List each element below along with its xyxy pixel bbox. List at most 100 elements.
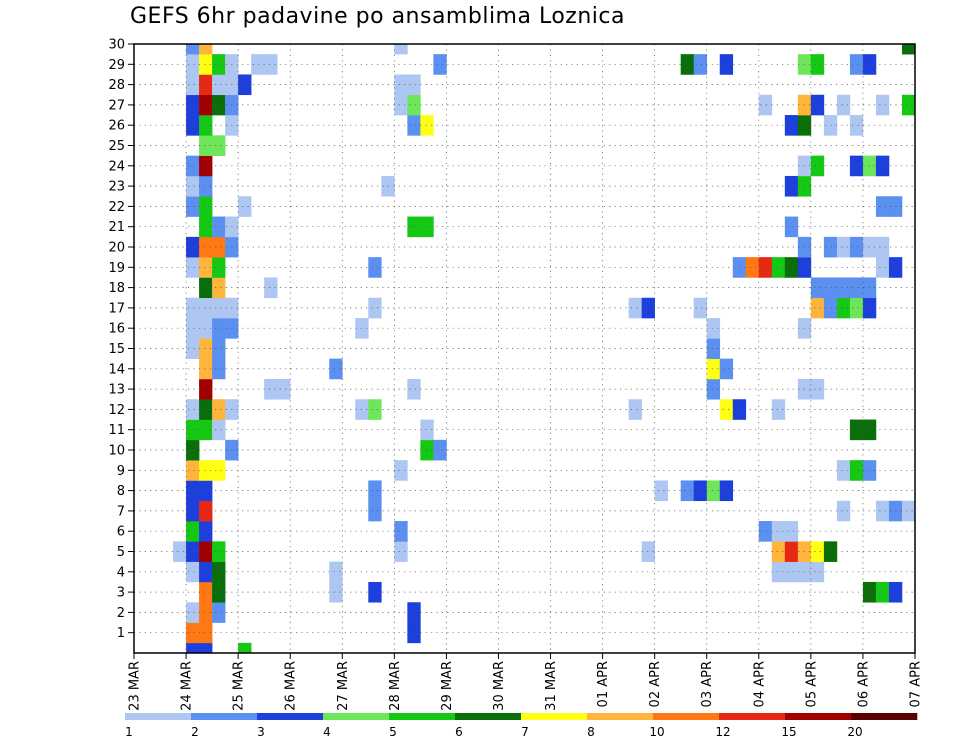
heatmap-cell [407, 74, 421, 96]
legend-swatch [785, 713, 852, 720]
x-axis: 23 MAR 24 MAR 25 MAR 26 MAR 27 MAR 28 MAR 29 M… [128, 653, 924, 711]
heatmap-cell [771, 257, 786, 278]
heatmap-cell [212, 581, 226, 603]
heatmap-cell [212, 135, 226, 156]
heatmap-cell [199, 54, 213, 75]
heatmap-cell [199, 175, 213, 197]
heatmap-cell [186, 236, 200, 258]
heatmap-cell [771, 561, 786, 583]
heatmap-cell [186, 155, 200, 177]
heatmap-cell [407, 622, 421, 644]
heatmap-cell [186, 500, 200, 522]
heatmap-cell [784, 175, 799, 197]
heatmap-cell [407, 216, 421, 238]
heatmap-cell [836, 460, 851, 481]
y-tick-label: 15 [108, 342, 125, 357]
grid-lines [134, 44, 916, 653]
heatmap-cell [719, 480, 734, 502]
color-legend: 1 2 3 4 5 6 7 8 10 12 15 20 [125, 713, 918, 739]
x-tick-label: 23 MAR [128, 661, 143, 711]
heatmap-cell [849, 460, 864, 481]
heatmap-cell [212, 399, 226, 420]
heatmap-cell [433, 54, 447, 75]
heatmap-cell [251, 54, 265, 75]
heatmap-cell [784, 521, 799, 542]
heatmap-cell [212, 358, 226, 380]
heatmap-cell [849, 419, 864, 441]
heatmap-cell [186, 439, 200, 461]
heatmap-cell [394, 44, 408, 55]
heatmap-cell [875, 257, 890, 278]
heatmap-cell [771, 541, 786, 562]
heatmap-cell [199, 581, 213, 603]
x-tick-label: 29 MAR [440, 661, 455, 711]
heatmap-cell [394, 541, 408, 562]
heatmap-cell [693, 297, 708, 319]
heatmap-cell [186, 94, 200, 116]
y-tick-label: 24 [108, 159, 125, 174]
heatmap-cell [680, 54, 695, 75]
heatmap-cell [810, 94, 825, 116]
legend-swatch [257, 713, 324, 720]
heatmap-cell [186, 115, 200, 136]
x-tick-label: 05 APR [804, 661, 819, 707]
heatmap-cell [212, 602, 226, 623]
heatmap-cell [199, 236, 213, 258]
heatmap-cell [329, 561, 343, 583]
y-tick-label: 8 [117, 484, 125, 499]
y-tick-label: 13 [108, 383, 125, 398]
heatmap-cell [186, 318, 200, 339]
heatmap-cell [199, 297, 213, 319]
legend-swatch [653, 713, 720, 720]
y-tick-label: 6 [117, 525, 125, 540]
heatmap-cell [212, 561, 226, 583]
legend-swatch [455, 713, 522, 720]
heatmap-cell [771, 521, 786, 542]
heatmap-cell [186, 257, 200, 278]
heatmap-cell [212, 277, 226, 299]
heatmap-cell [199, 115, 213, 136]
heatmap-cell [706, 318, 721, 339]
heatmap-cell [199, 642, 213, 653]
heatmap-cell [901, 44, 915, 55]
legend-label: 12 [715, 725, 730, 739]
heatmap-cell [186, 622, 200, 644]
heatmap-cell [394, 94, 408, 116]
y-tick-label: 10 [108, 444, 125, 459]
heatmap-cell [784, 216, 799, 238]
heatmap-cell [849, 236, 864, 258]
y-tick-label: 7 [117, 504, 125, 519]
heatmap-cell [901, 94, 915, 116]
heatmap-cell [810, 155, 825, 177]
y-tick-label: 9 [117, 464, 125, 479]
heatmap-cell [212, 236, 226, 258]
heatmap-cell [407, 378, 421, 400]
heatmap-cell [264, 277, 278, 299]
heatmap-cell [199, 561, 213, 583]
heatmap-cell [199, 460, 213, 481]
heatmap-cell [186, 338, 200, 359]
x-tick-label: 25 MAR [232, 661, 247, 711]
heatmap-cell [420, 216, 434, 238]
heatmap-cell [186, 521, 200, 542]
heatmap-cell [199, 399, 213, 420]
y-tick-label: 22 [108, 200, 125, 215]
y-tick-label: 12 [108, 403, 125, 418]
heatmap-cell [368, 257, 382, 278]
heatmap-cell [199, 216, 213, 238]
legend-swatch [851, 713, 918, 720]
heatmap-cell [836, 94, 851, 116]
heatmap-cell [420, 115, 434, 136]
heatmap-cell [758, 521, 773, 542]
heatmap-cell [823, 236, 838, 258]
y-tick-label: 2 [117, 606, 125, 621]
heatmap-cell [823, 277, 838, 299]
y-tick-label: 27 [108, 98, 125, 113]
heatmap-cell [706, 358, 721, 380]
heatmap-cell [199, 480, 213, 502]
heatmap-cell [784, 541, 799, 562]
heatmap-cell [199, 622, 213, 644]
heatmap-cell [836, 500, 851, 522]
heatmap-cell [212, 541, 226, 562]
